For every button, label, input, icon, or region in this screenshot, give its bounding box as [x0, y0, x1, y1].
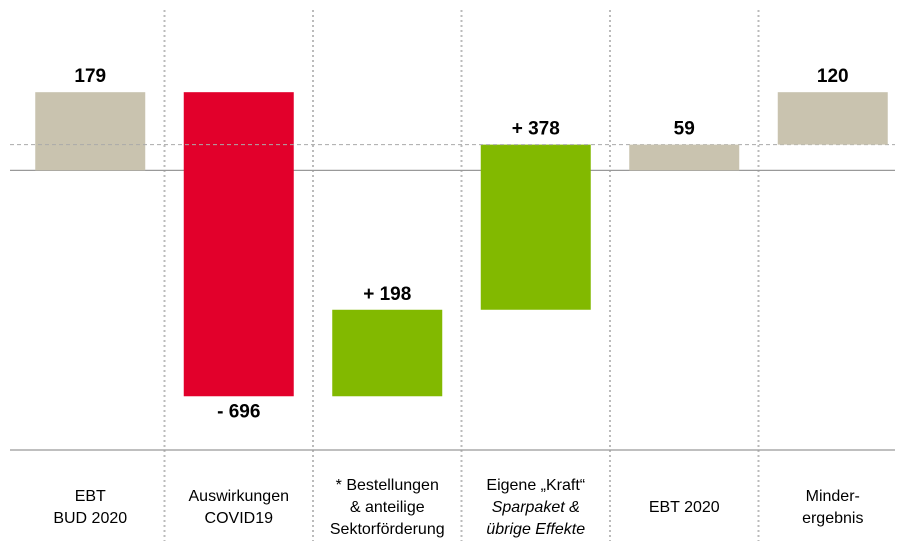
category-line: Sparpaket & [492, 499, 580, 516]
bar [629, 144, 740, 171]
bar [183, 92, 294, 397]
category-line: * Bestellungen [336, 477, 439, 494]
value-label: - 696 [217, 401, 260, 422]
category-line: BUD 2020 [53, 510, 127, 527]
bar [480, 144, 591, 310]
category-label: EBT 2020 [649, 499, 720, 516]
category-line: ergebnis [802, 510, 863, 527]
category-label: * Bestellungen & anteilige Sektorförderung [330, 477, 445, 538]
category-label: EBT BUD 2020 [53, 488, 127, 527]
bar [332, 309, 443, 397]
value-label: + 198 [363, 284, 411, 305]
value-label: 179 [74, 66, 106, 87]
category-label: Auswirkungen COVID19 [189, 488, 290, 527]
category-line: Minder- [806, 488, 860, 505]
category-line: übrige Effekte [486, 521, 585, 538]
value-label: + 378 [512, 119, 560, 140]
category-line: Eigene „Kraft“ [486, 477, 585, 494]
category-line: EBT [75, 488, 106, 505]
category-line: Sektorförderung [330, 521, 445, 538]
category-line: COVID19 [205, 510, 274, 527]
value-label: 59 [674, 119, 695, 140]
value-label: 120 [817, 66, 849, 87]
category-line: EBT 2020 [649, 499, 720, 516]
category-line: Auswirkungen [189, 488, 290, 505]
bar [777, 92, 888, 145]
bar [35, 92, 146, 171]
category-label: Eigene „Kraft“ Sparpaket & übrige Effekte [486, 477, 585, 538]
category-label: Minder-ergebnis [802, 488, 863, 527]
category-line: & anteilige [350, 499, 425, 516]
